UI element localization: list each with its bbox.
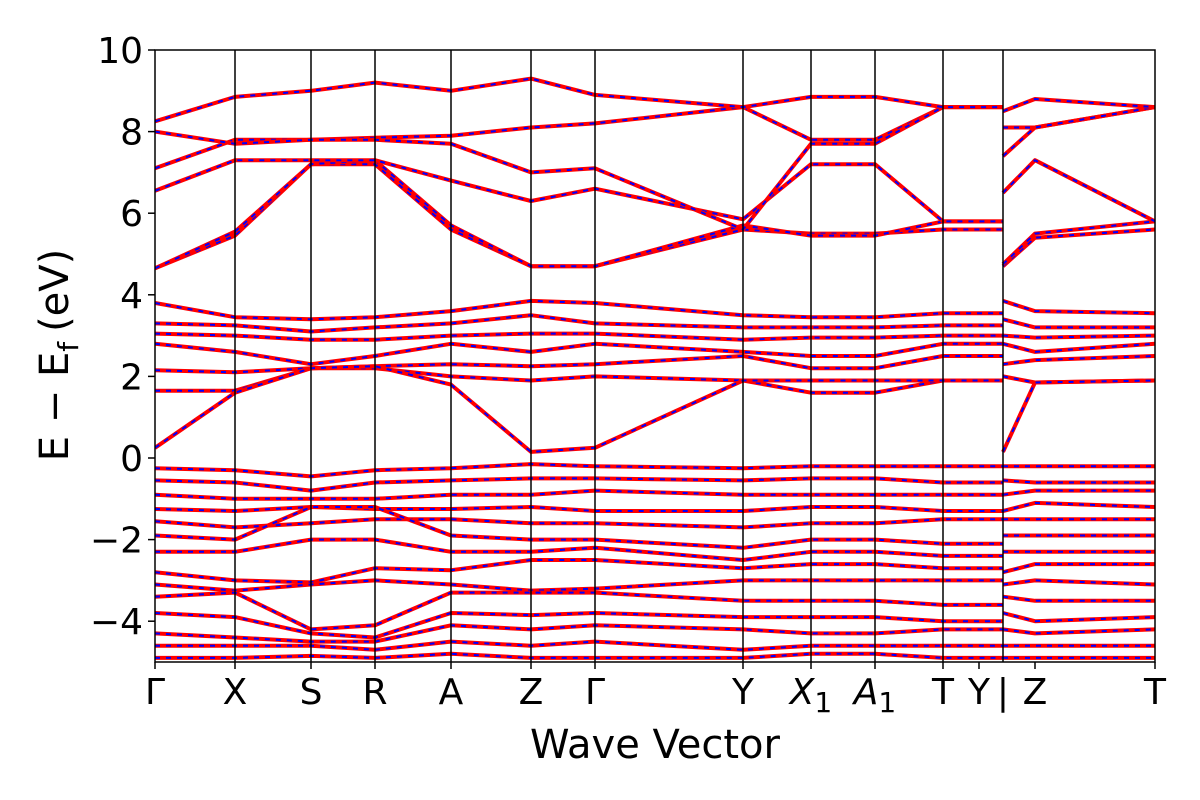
band-line-17 xyxy=(155,517,1155,530)
x-tick-label-9: A1 xyxy=(852,672,896,719)
band-line-overlay-8 xyxy=(155,332,1155,341)
band-line-overlay-10 xyxy=(155,354,1155,374)
x-tick-label-14: T xyxy=(1143,672,1167,713)
y-axis-ticks: −4 −2 0 2 4 6 8 10 xyxy=(90,31,155,643)
bands-layer xyxy=(155,76,1155,660)
band-line-overlay-7 xyxy=(155,314,1155,333)
y-tick-label-5: 6 xyxy=(120,194,143,235)
x-axis-ticks: Γ X S R A Z Γ Y X1 A1 T Y | Z T xyxy=(145,662,1167,719)
band-line-overlay-2 xyxy=(155,158,1155,223)
x-tick-label-8: X1 xyxy=(788,672,833,719)
band-line-overlay-20 xyxy=(155,559,1155,584)
x-tick-label-0: Γ xyxy=(145,672,165,713)
band-line-overlay-15 xyxy=(155,489,1155,500)
y-tick-label-2: 0 xyxy=(120,439,143,480)
y-tick-label-3: 2 xyxy=(120,357,143,398)
x-tick-label-4: A xyxy=(439,672,464,713)
band-line-overlay-6 xyxy=(155,299,1155,321)
x-tick-label-7: Y xyxy=(731,672,755,713)
x-tick-label-5: Z xyxy=(519,672,544,713)
band-line-0 xyxy=(155,162,1155,271)
band-line-overlay-1 xyxy=(155,159,1155,270)
x-tick-label-3: R xyxy=(362,672,387,713)
x-tick-label-13: Z xyxy=(1023,672,1048,713)
x-tick-label-12: | xyxy=(997,672,1009,713)
band-line-overlay-12 xyxy=(155,365,1155,453)
plot-frame xyxy=(154,49,1156,663)
y-axis-title: E − Ef (eV) xyxy=(32,249,85,462)
y-tick-label-1: −2 xyxy=(90,521,143,562)
band-line-overlay-22 xyxy=(155,591,1155,631)
x-tick-label-11: Y xyxy=(967,672,991,713)
y-tick-label-7: 10 xyxy=(97,31,143,72)
x-tick-label-1: X xyxy=(223,672,248,713)
x-tick-label-10: T xyxy=(931,672,955,713)
band-line-overlay-4 xyxy=(155,106,1155,231)
band-line-overlay-14 xyxy=(155,477,1155,492)
x-tick-label-6: Γ xyxy=(585,672,605,713)
band-line-22 xyxy=(155,590,1155,632)
band-line-overlay-24 xyxy=(155,624,1155,643)
band-line-overlay-25 xyxy=(155,640,1155,651)
y-axis-title-subscript: f xyxy=(52,341,85,352)
band-line-overlay-19 xyxy=(155,538,1155,562)
band-line-6 xyxy=(155,298,1155,322)
band-line-overlay-23 xyxy=(155,611,1155,639)
x-axis-title: Wave Vector xyxy=(530,722,781,768)
y-axis-title-main: E − E xyxy=(32,352,78,462)
band-line-overlay-13 xyxy=(155,463,1155,478)
band-line-overlay-17 xyxy=(155,518,1155,529)
band-line-overlay-16 xyxy=(155,501,1155,513)
y-tick-label-4: 4 xyxy=(120,276,143,317)
band-line-overlay-21 xyxy=(155,579,1155,592)
kpoint-separator-lines xyxy=(234,50,1004,662)
x-tick-label-2: S xyxy=(300,672,323,713)
band-line-overlay-5 xyxy=(155,77,1155,123)
y-axis-title-unit: (eV) xyxy=(32,249,78,332)
band-line-overlay-26 xyxy=(155,652,1155,659)
band-line-overlay-18 xyxy=(155,506,1155,549)
band-line-overlay-9 xyxy=(155,342,1155,366)
y-tick-label-6: 8 xyxy=(120,113,143,154)
y-tick-label-0: −4 xyxy=(90,602,143,643)
